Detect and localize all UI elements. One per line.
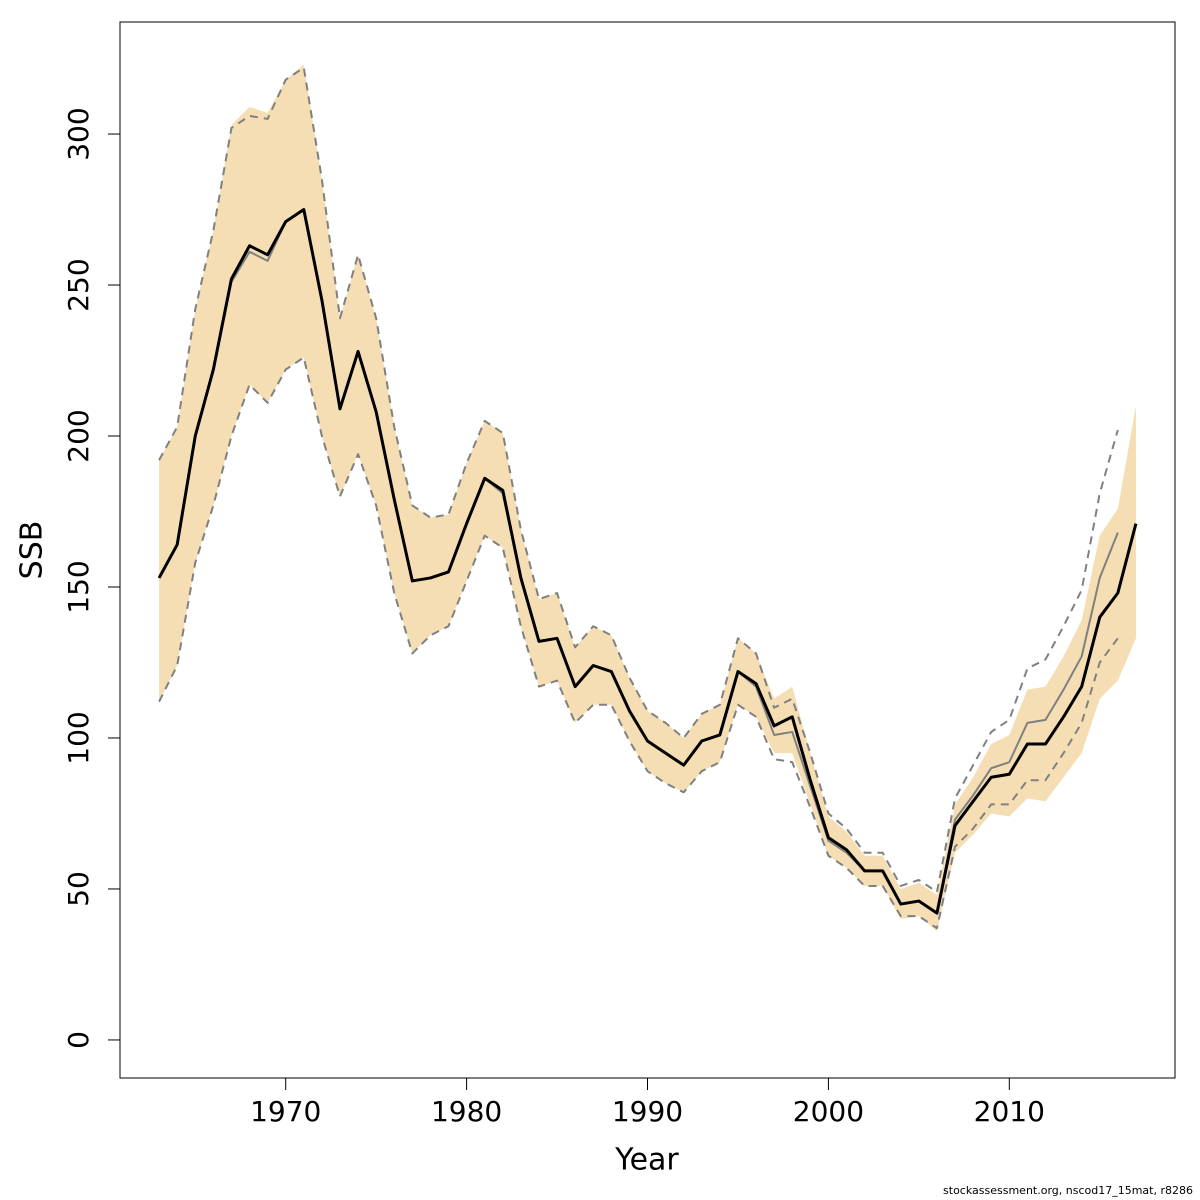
y-tick-label: 150 bbox=[62, 560, 95, 613]
interval-line bbox=[158, 356, 1119, 930]
x-tick-label: 1990 bbox=[612, 1095, 683, 1128]
y-tick-label: 200 bbox=[62, 409, 95, 462]
x-tick-label: 1980 bbox=[431, 1095, 502, 1128]
x-axis-title: Year bbox=[614, 1143, 679, 1178]
y-tick-label: 0 bbox=[62, 1031, 95, 1049]
x-tick-label: 2010 bbox=[974, 1095, 1045, 1128]
y-tick-label: 50 bbox=[62, 871, 95, 907]
y-tick-label: 300 bbox=[62, 107, 95, 160]
y-tick-label: 250 bbox=[62, 258, 95, 311]
series-line bbox=[157, 208, 1138, 915]
interval-line bbox=[158, 66, 1119, 893]
confidence-band bbox=[159, 64, 1136, 932]
footnote: stockassessment.org, nscod17_15mat, r828… bbox=[943, 1184, 1193, 1197]
x-tick-label: 2000 bbox=[793, 1095, 864, 1128]
y-axis-title: SSB bbox=[15, 521, 50, 580]
x-tick-label: 1970 bbox=[250, 1095, 321, 1128]
y-tick-label: 100 bbox=[62, 711, 95, 764]
